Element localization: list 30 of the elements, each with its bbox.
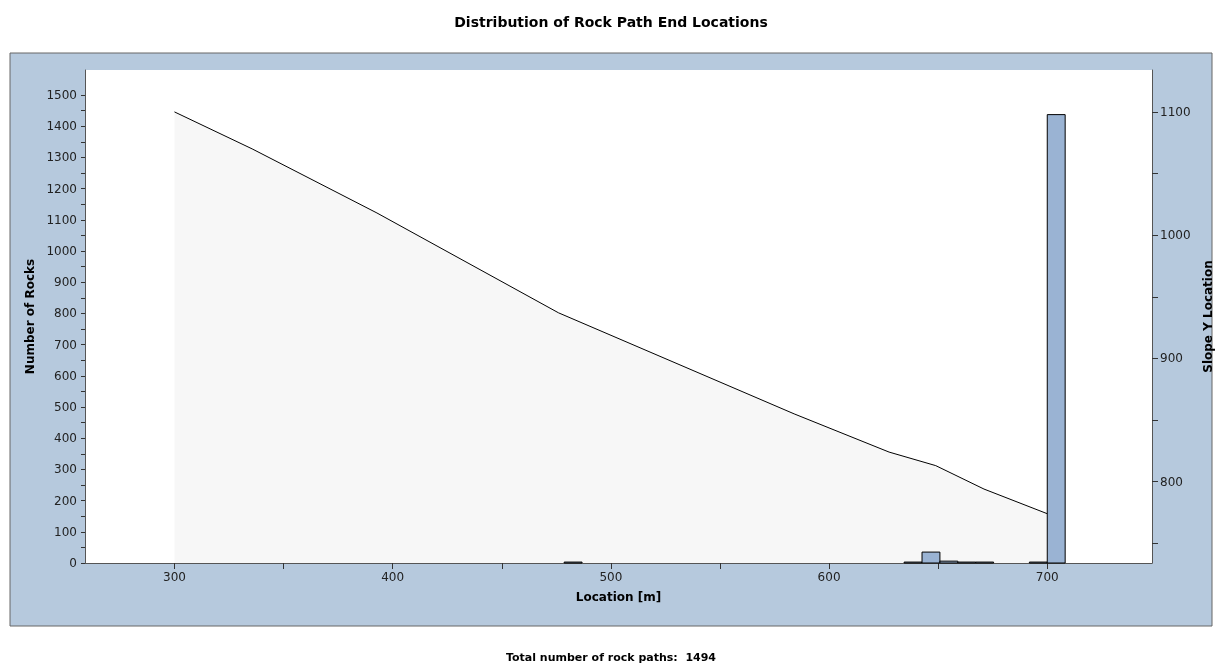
chart-title: Distribution of Rock Path End Locations xyxy=(454,14,768,30)
x-tick-label: 700 xyxy=(1035,570,1059,584)
x-tick-label: 400 xyxy=(381,570,405,584)
y-axis-title: Number of Rocks xyxy=(22,258,37,375)
y-tick-label: 1000 xyxy=(46,243,77,258)
y-tick-label: 1200 xyxy=(46,181,77,196)
y2-tick-label: 800 xyxy=(1160,474,1183,489)
text: Total number of rock paths: 1494 xyxy=(505,651,717,664)
y2-tick-label: 1100 xyxy=(1160,104,1191,119)
x-axis-title: Location [m] xyxy=(575,590,662,604)
y2-tick-label: 1000 xyxy=(1160,228,1191,243)
y2-axis-title: Slope Y Location xyxy=(1201,260,1215,373)
y-tick-label: 1100 xyxy=(46,212,77,227)
y-tick-label: 200 xyxy=(54,493,77,508)
x-tick-label: 500 xyxy=(599,570,623,584)
y-tick-label: 800 xyxy=(54,306,77,321)
y-tick-label: 0 xyxy=(69,556,77,570)
y-tick-label: 500 xyxy=(54,399,77,414)
y2-tick-label: 900 xyxy=(1160,351,1183,366)
y-tick-label: 400 xyxy=(54,431,77,446)
y-tick-label: 1500 xyxy=(46,87,77,102)
y-tick-label: 1300 xyxy=(46,150,77,165)
y-tick-label: 1400 xyxy=(46,119,77,134)
y-tick-label: 600 xyxy=(54,368,77,383)
y-tick-label: 100 xyxy=(54,524,77,539)
y-tick-label: 300 xyxy=(54,462,77,477)
x-tick-label: 300 xyxy=(163,570,186,584)
y-tick-label: 900 xyxy=(54,275,77,290)
y-tick-label: 700 xyxy=(54,337,77,352)
x-tick-label: 600 xyxy=(817,570,841,584)
